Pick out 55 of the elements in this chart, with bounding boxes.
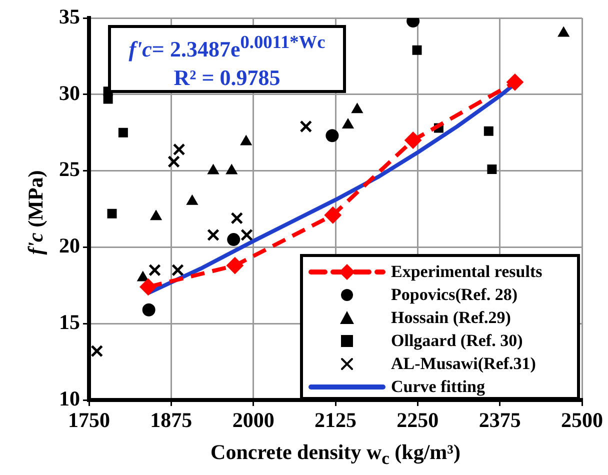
point (227, 233, 240, 246)
y-tick-label: 20 (59, 234, 80, 258)
legend-label: Experimental results (391, 262, 542, 282)
x-tick-label: 2500 (561, 408, 603, 432)
y-tick-label: 25 (59, 157, 80, 182)
point (172, 143, 186, 156)
point (208, 164, 219, 174)
point (150, 210, 162, 220)
point (226, 164, 238, 174)
point (148, 264, 161, 276)
point (351, 103, 363, 114)
point (168, 155, 180, 168)
y-axis-title: f'c (MPa) (24, 169, 48, 257)
point (90, 344, 104, 358)
y-tick-label: 35 (59, 4, 80, 28)
point (140, 278, 157, 296)
point (107, 208, 117, 218)
point (240, 228, 253, 242)
point (240, 135, 252, 146)
point (300, 120, 312, 133)
point (172, 264, 184, 276)
point (487, 164, 497, 174)
x-tick-label: 2375 (478, 408, 521, 432)
x-axis-title: Concrete density w$_{c}$ (kg/m³) (210, 440, 462, 470)
point (118, 128, 128, 138)
annotation: f'c= 2.3487e$^{0.0011*Wc}$ (128, 31, 326, 64)
legend-label: AL-Musawi(Ref.31) (391, 354, 536, 374)
point (342, 118, 354, 128)
legend-label: Ollgaard (Ref. 30) (391, 330, 523, 350)
x-tick-label: 1750 (68, 408, 110, 432)
point (404, 132, 422, 149)
point (506, 74, 524, 91)
y-tick-label: 10 (59, 386, 80, 410)
annotation: R² = 0.9785 (172, 64, 282, 92)
point (103, 94, 113, 104)
point (142, 303, 156, 316)
point (186, 194, 198, 205)
y-tick-label: 30 (59, 80, 80, 105)
y-tick-label: 15 (59, 310, 80, 334)
point (412, 45, 422, 55)
legend-label: Curve fitting (391, 376, 485, 396)
point (207, 228, 220, 242)
legend-label: Hossain (Ref.29) (391, 308, 511, 328)
point (137, 271, 149, 282)
x-tick-label: 2250 (396, 408, 439, 432)
point (484, 126, 494, 136)
point (324, 206, 342, 224)
point (558, 26, 570, 37)
x-tick-label: 1875 (150, 408, 192, 432)
legend-label: Popovics(Ref. 28) (391, 284, 518, 304)
point (230, 212, 244, 224)
x-tick-label: 2125 (314, 408, 356, 432)
x-tick-label: 2000 (232, 408, 274, 432)
point (226, 257, 244, 274)
point (326, 129, 339, 142)
